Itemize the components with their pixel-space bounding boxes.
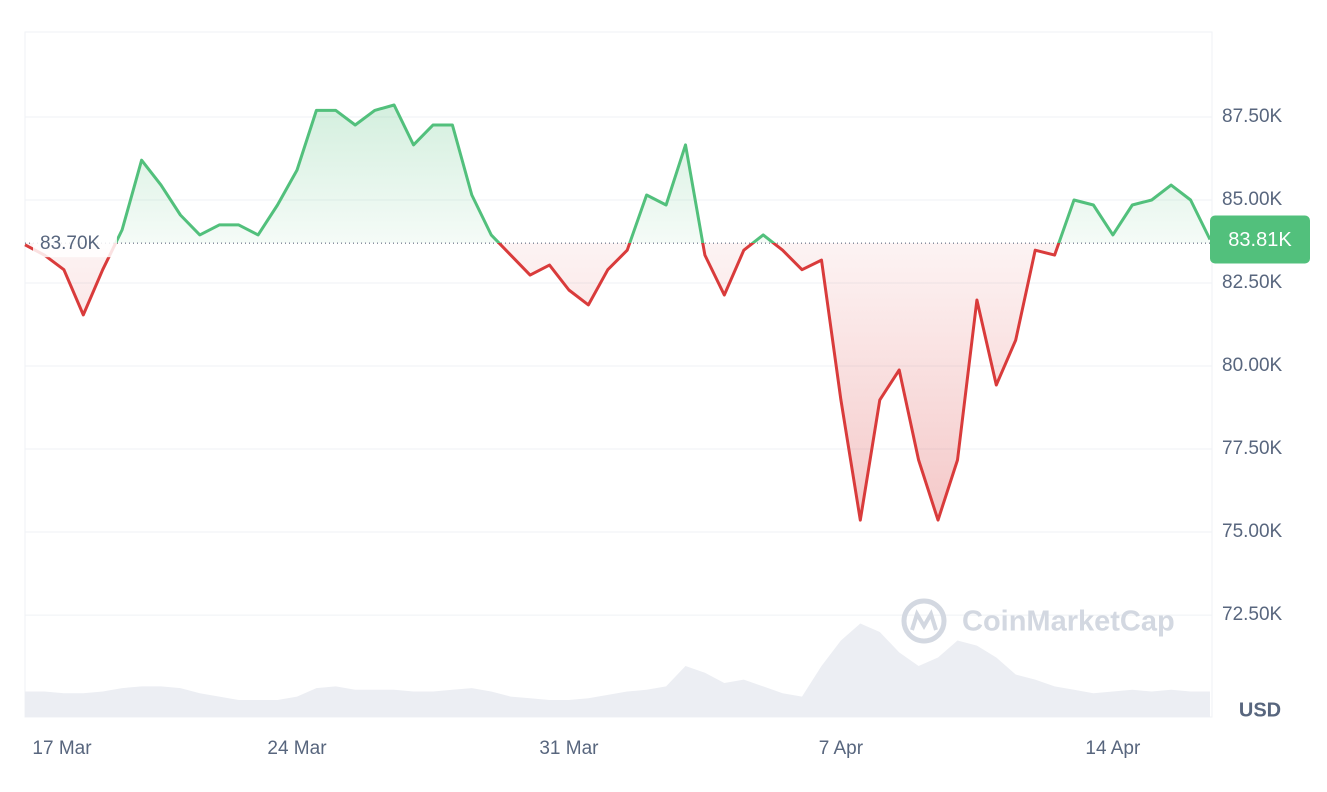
y-tick-label: 72.50K — [1222, 604, 1283, 625]
current-price-badge — [1210, 215, 1310, 264]
current-price-label: 83.81K — [1228, 229, 1292, 251]
x-tick-label: 14 Apr — [1085, 738, 1141, 759]
x-tick-label: 17 Mar — [32, 738, 92, 759]
y-tick-label: 85.00K — [1222, 189, 1283, 210]
x-tick-label: 24 Mar — [267, 738, 327, 759]
x-tick-label: 31 Mar — [539, 738, 599, 759]
x-tick-label: 7 Apr — [819, 738, 864, 759]
y-tick-label: 75.00K — [1222, 521, 1283, 542]
reference-label-bg — [33, 229, 117, 258]
price-area — [25, 105, 1210, 521]
watermark-text: CoinMarketCap — [962, 606, 1175, 638]
y-tick-label: 80.00K — [1222, 355, 1283, 376]
y-tick-label: 77.50K — [1222, 438, 1283, 459]
watermark: CoinMarketCap — [901, 598, 1175, 644]
y-tick-label: 87.50K — [1222, 106, 1283, 127]
price-line — [24, 103, 1212, 522]
y-axis-label: USD — [1239, 699, 1281, 721]
reference-label: 83.70K — [40, 233, 101, 254]
y-tick-label: 82.50K — [1222, 272, 1283, 293]
volume-area — [25, 623, 1210, 717]
